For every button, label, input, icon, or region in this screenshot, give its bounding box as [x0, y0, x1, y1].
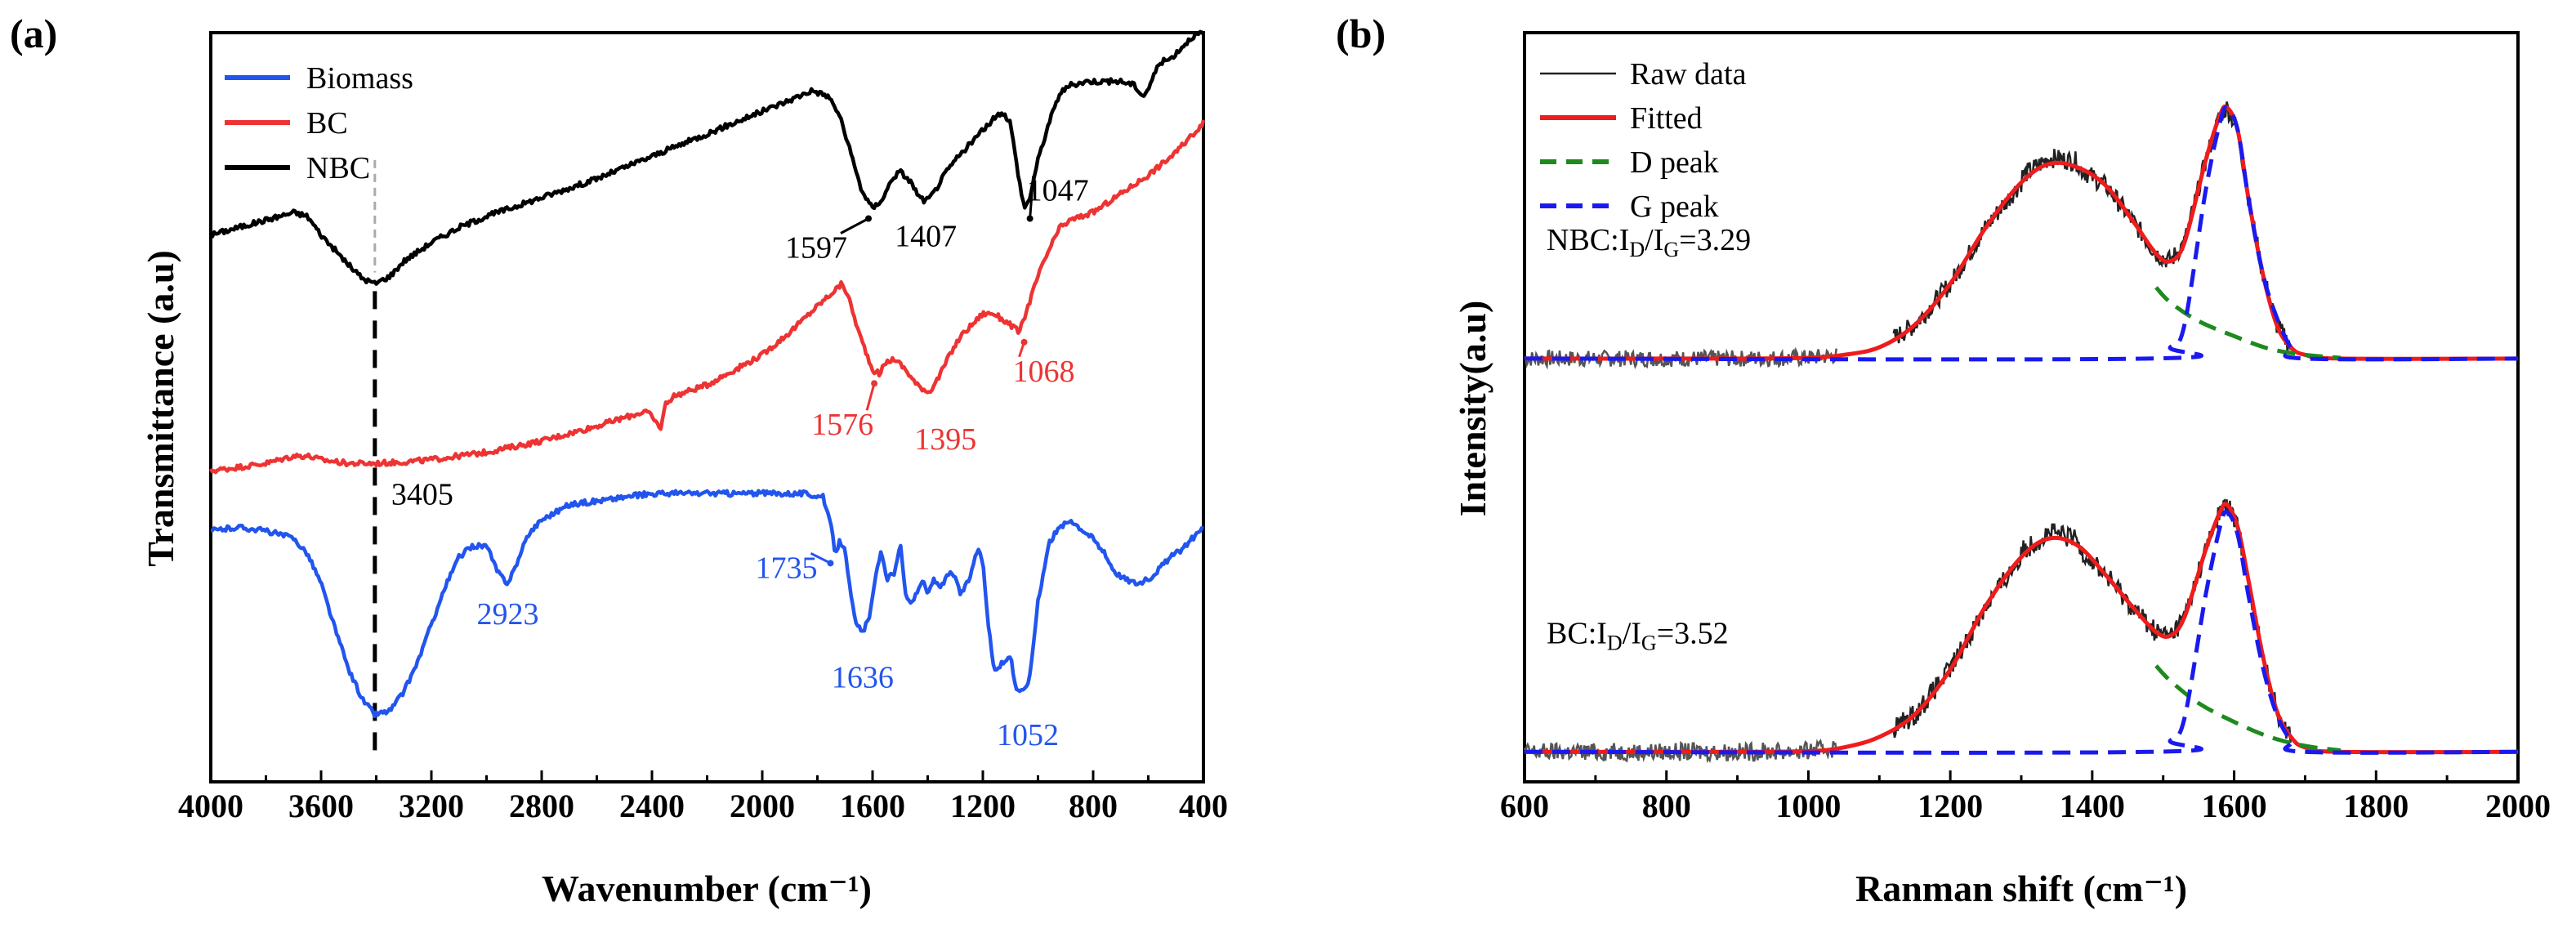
- annotation-arrow-1735: [810, 551, 832, 565]
- legend-label-nbc: NBC: [306, 151, 370, 185]
- annotation-1047: 1047: [1027, 173, 1089, 208]
- annotation-arrow-1047: [1029, 176, 1035, 219]
- x-tick-label: 3600: [288, 788, 354, 824]
- annotation-1068: 1068: [1013, 355, 1075, 389]
- x-tick-label: 1800: [2343, 788, 2409, 824]
- panel-a-y-axis-title: Transmittance (a.u): [140, 250, 181, 567]
- raw-data-bc-peaks: [1892, 498, 2292, 743]
- raw-data-nbc-peaks: [1892, 101, 2292, 352]
- annotation-arrow-1576: [865, 382, 876, 411]
- panel-a-label: (a): [10, 11, 57, 56]
- fitted-nbc: [1524, 104, 2519, 361]
- x-tick-label: 800: [1642, 788, 1691, 824]
- annotation-arrow-1597: [840, 217, 869, 234]
- x-tick-label: 1200: [1917, 788, 1983, 824]
- panel-a-ftir-chart: (a) 4000 3600 3200 2800 2400 2000 1600 1200 800 4…: [10, 11, 1228, 909]
- annotation-1735: 1735: [755, 551, 817, 585]
- x-tick-label: 1600: [2202, 788, 2267, 824]
- x-tick-label: 2000: [2485, 788, 2551, 824]
- x-tick-label: 400: [1179, 788, 1228, 824]
- panel-a-plot-frame: [209, 31, 1205, 783]
- annotation-1597: 1597: [785, 230, 847, 265]
- legend-label-d-peak: D peak: [1630, 145, 1719, 180]
- panel-b-x-axis: 600 800 1000 1200 1400 1600 1800 2000: [1500, 770, 2551, 824]
- x-tick-label: 1000: [1775, 788, 1841, 824]
- annotation-1052: 1052: [997, 718, 1059, 752]
- series-bc-line: [209, 119, 1206, 475]
- series-nbc-line: [210, 29, 1205, 286]
- annotation-arrow-head-1597: [865, 215, 873, 222]
- panel-a-annotations: 1597 1407 1047 1576 1395 1068 2923 1735 1636 1052: [476, 173, 1088, 752]
- legend-label-fitted: Fitted: [1630, 101, 1703, 136]
- legend-label-raw-data: Raw data: [1630, 57, 1747, 92]
- legend-label-bc: BC: [306, 106, 348, 141]
- d-peak-nbc: [2154, 286, 2342, 360]
- panel-a-legend: Biomass BC NBC: [225, 61, 413, 185]
- annotation-1407: 1407: [895, 219, 957, 253]
- annotation-1576: 1576: [811, 408, 873, 442]
- legend-label-biomass: Biomass: [306, 61, 413, 96]
- x-tick-label: 1200: [950, 788, 1016, 824]
- x-tick-label: 4000: [178, 788, 243, 824]
- x-tick-label: 2800: [509, 788, 574, 824]
- x-tick-label: 1400: [2060, 788, 2125, 824]
- reference-line-label: 3405: [391, 478, 453, 512]
- x-tick-label: 600: [1500, 788, 1549, 824]
- d-peak-bc: [2154, 664, 2342, 752]
- x-tick-label: 3200: [399, 788, 464, 824]
- g-peak-bc: [1524, 510, 2519, 755]
- g-peak-nbc: [1524, 105, 2519, 362]
- panel-b-label: (b): [1336, 11, 1386, 56]
- annotation-arrow-head-1047: [1026, 215, 1034, 222]
- x-tick-label: 2000: [730, 788, 795, 824]
- annotation-arrow-head-1576: [871, 380, 878, 387]
- annotation-1636: 1636: [832, 661, 894, 695]
- annotation-arrow-head-1735: [827, 560, 834, 567]
- panel-b-legend: Raw data Fitted D peak G peak: [1540, 57, 1747, 224]
- panel-b-series-group: [1523, 101, 2519, 764]
- x-tick-label: 1600: [840, 788, 905, 824]
- ratio-label-nbc: NBC:ID/IG=3.29: [1547, 223, 1751, 261]
- panel-a-x-axis-title: Wavenumber (cm⁻¹): [542, 868, 872, 909]
- annotation-2923: 2923: [476, 597, 538, 632]
- annotation-1395: 1395: [914, 422, 976, 457]
- panel-b-raman-chart: (b) 600 800 1000 1200 1400 1600 1800 2000 NBC:I…: [1336, 11, 2551, 909]
- panel-b-ratio-labels: NBC:ID/IG=3.29 BC:ID/IG=3.52: [1547, 223, 1751, 654]
- panel-b-y-axis-title: Intensity(a.u): [1452, 301, 1493, 517]
- panel-a-series-group: 3405: [209, 29, 1206, 757]
- series-biomass-line: [210, 489, 1204, 718]
- panel-b-x-axis-title: Ranman shift (cm⁻¹): [1855, 868, 2187, 909]
- panel-a-x-axis: 4000 3600 3200 2800 2400 2000 1600 1200 800 400: [178, 770, 1228, 824]
- x-tick-label: 2400: [619, 788, 685, 824]
- legend-label-g-peak: G peak: [1630, 190, 1719, 224]
- ratio-label-bc: BC:ID/IG=3.52: [1547, 616, 1729, 654]
- annotation-arrow-head-1068: [1020, 338, 1028, 346]
- x-tick-label: 800: [1069, 788, 1118, 824]
